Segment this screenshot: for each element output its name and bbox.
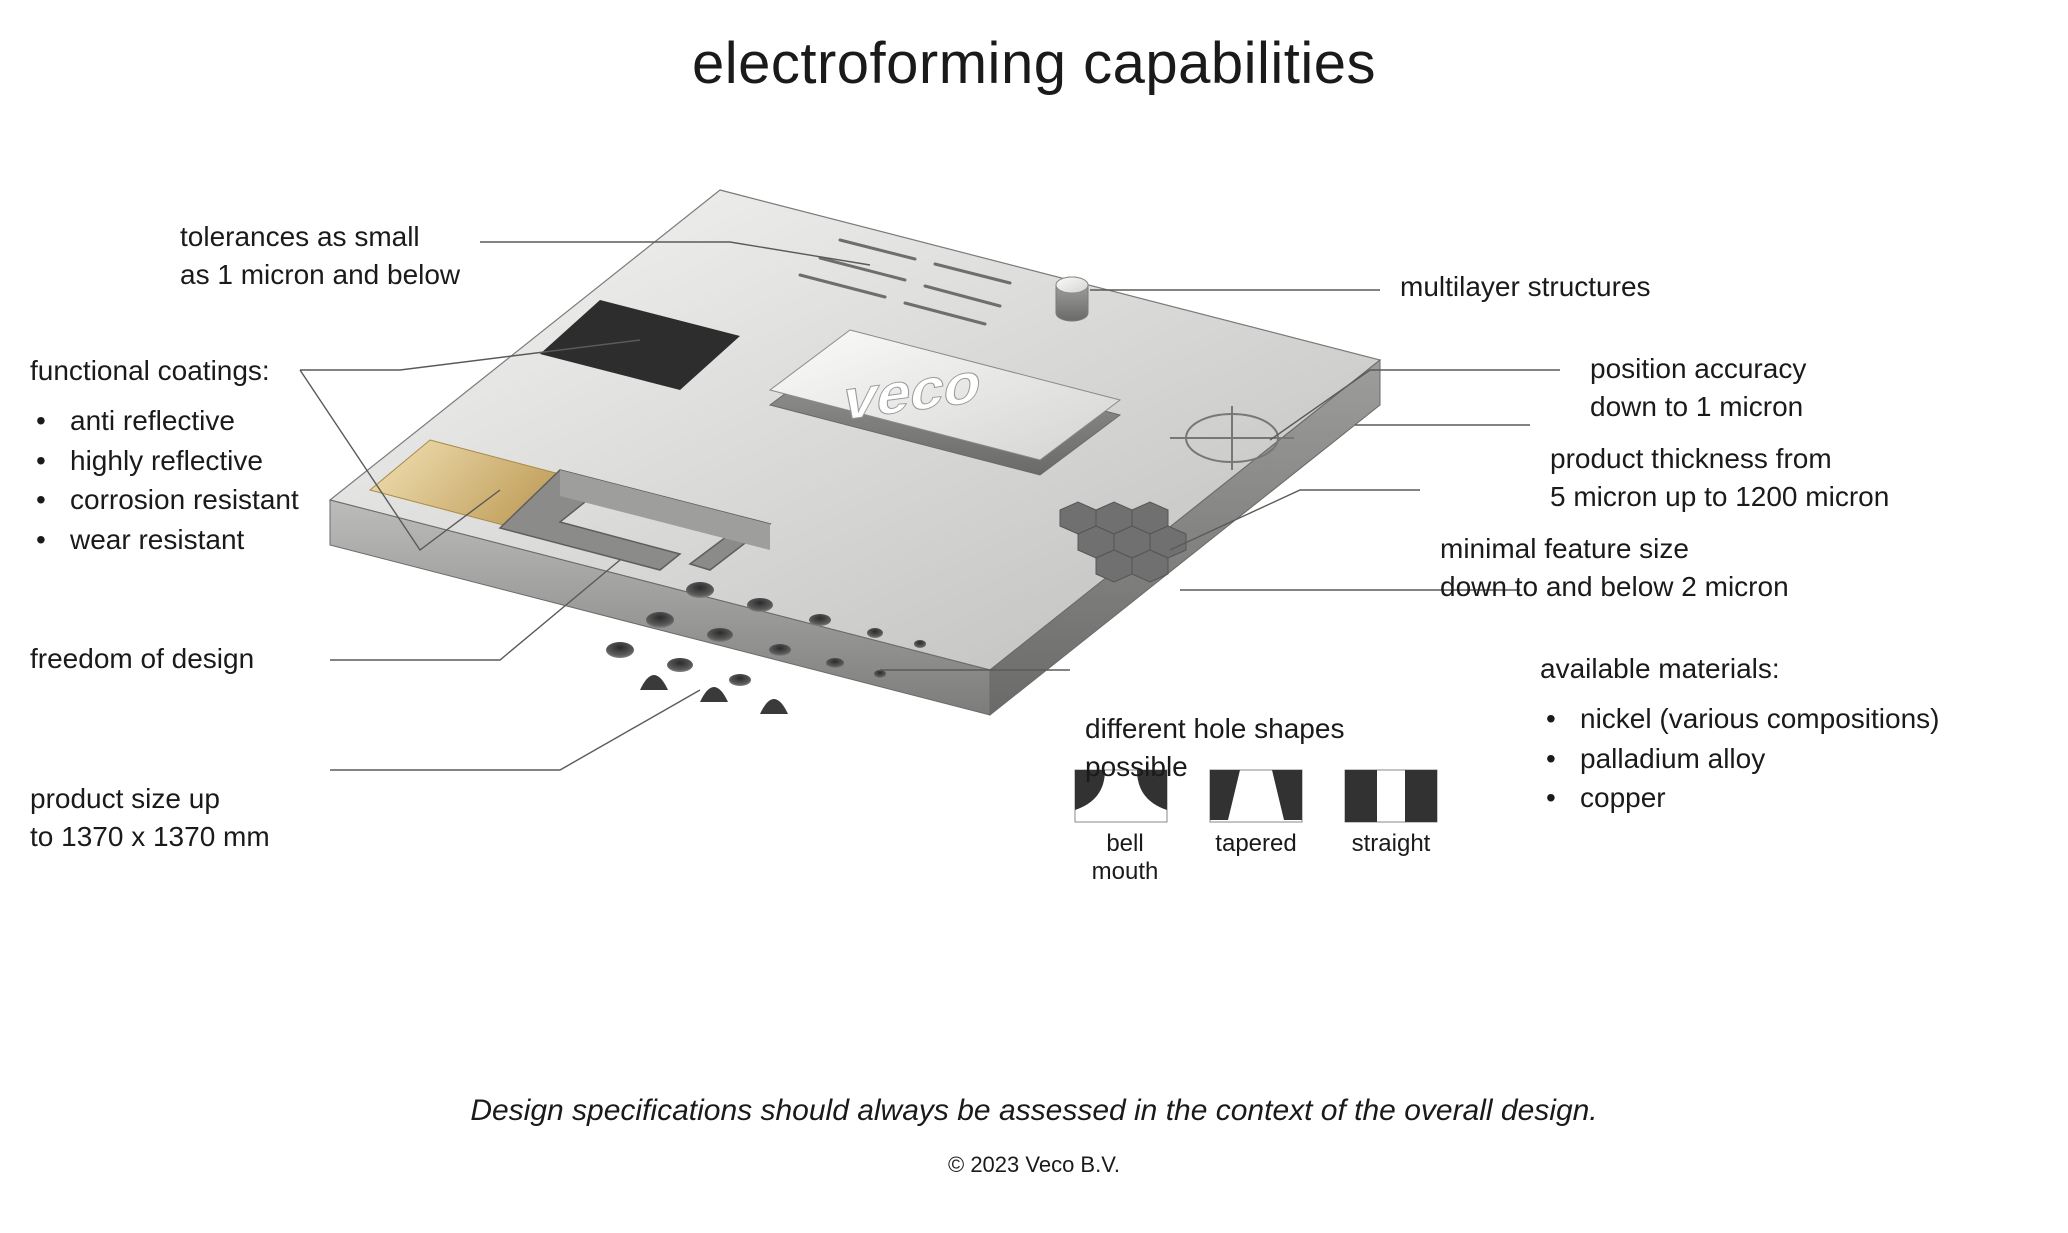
callout-thickness: product thickness from 5 micron up to 12… xyxy=(1550,440,1889,516)
text: 5 micron up to 1200 micron xyxy=(1550,481,1889,512)
text: tolerances as small xyxy=(180,221,420,252)
text: possible xyxy=(1085,751,1188,782)
text: multilayer structures xyxy=(1400,271,1651,302)
materials-list: nickel (various compositions) palladium … xyxy=(1540,700,1939,817)
text: down to and below 2 micron xyxy=(1440,571,1789,602)
text: product thickness from xyxy=(1550,443,1832,474)
callout-size: product size up to 1370 x 1370 mm xyxy=(30,780,270,856)
callout-feature: minimal feature size down to and below 2… xyxy=(1440,530,1789,606)
callout-freedom: freedom of design xyxy=(30,640,254,678)
text: down to 1 micron xyxy=(1590,391,1803,422)
page-title: electroforming capabilities xyxy=(0,30,2068,97)
list-item: wear resistant xyxy=(30,521,299,559)
front-edge-holes xyxy=(640,675,788,714)
callout-tolerances: tolerances as small as 1 micron and belo… xyxy=(180,218,460,294)
list-item: palladium alloy xyxy=(1540,740,1939,778)
text: product size up xyxy=(30,783,220,814)
text: freedom of design xyxy=(30,643,254,674)
list-item: copper xyxy=(1540,779,1939,817)
list-item: anti reflective xyxy=(30,402,299,440)
label-straight: straight xyxy=(1345,830,1437,858)
list-item: corrosion resistant xyxy=(30,481,299,519)
copyright: © 2023 Veco B.V. xyxy=(0,1152,2068,1178)
list-item: nickel (various compositions) xyxy=(1540,700,1939,738)
list-item: highly reflective xyxy=(30,442,299,480)
text: different hole shapes xyxy=(1085,713,1344,744)
text: functional coatings: xyxy=(30,355,270,386)
coatings-list: anti reflective highly reflective corros… xyxy=(30,402,299,559)
footer-note: Design specifications should always be a… xyxy=(0,1094,2068,1128)
callout-multilayer: multilayer structures xyxy=(1400,268,1651,306)
callout-holes: different hole shapes possible xyxy=(1085,710,1344,786)
label-bell-mouth: bell mouth xyxy=(1075,830,1175,886)
label-tapered: tapered xyxy=(1210,830,1302,858)
text: position accuracy xyxy=(1590,353,1806,384)
callout-materials: available materials: nickel (various com… xyxy=(1540,650,1939,819)
text: available materials: xyxy=(1540,653,1780,684)
callout-coatings: functional coatings: anti reflective hig… xyxy=(30,352,299,561)
text: to 1370 x 1370 mm xyxy=(30,821,270,852)
text: as 1 micron and below xyxy=(180,259,460,290)
text: minimal feature size xyxy=(1440,533,1689,564)
callout-position: position accuracy down to 1 micron xyxy=(1590,350,1806,426)
cylinder-stud xyxy=(1056,277,1088,321)
